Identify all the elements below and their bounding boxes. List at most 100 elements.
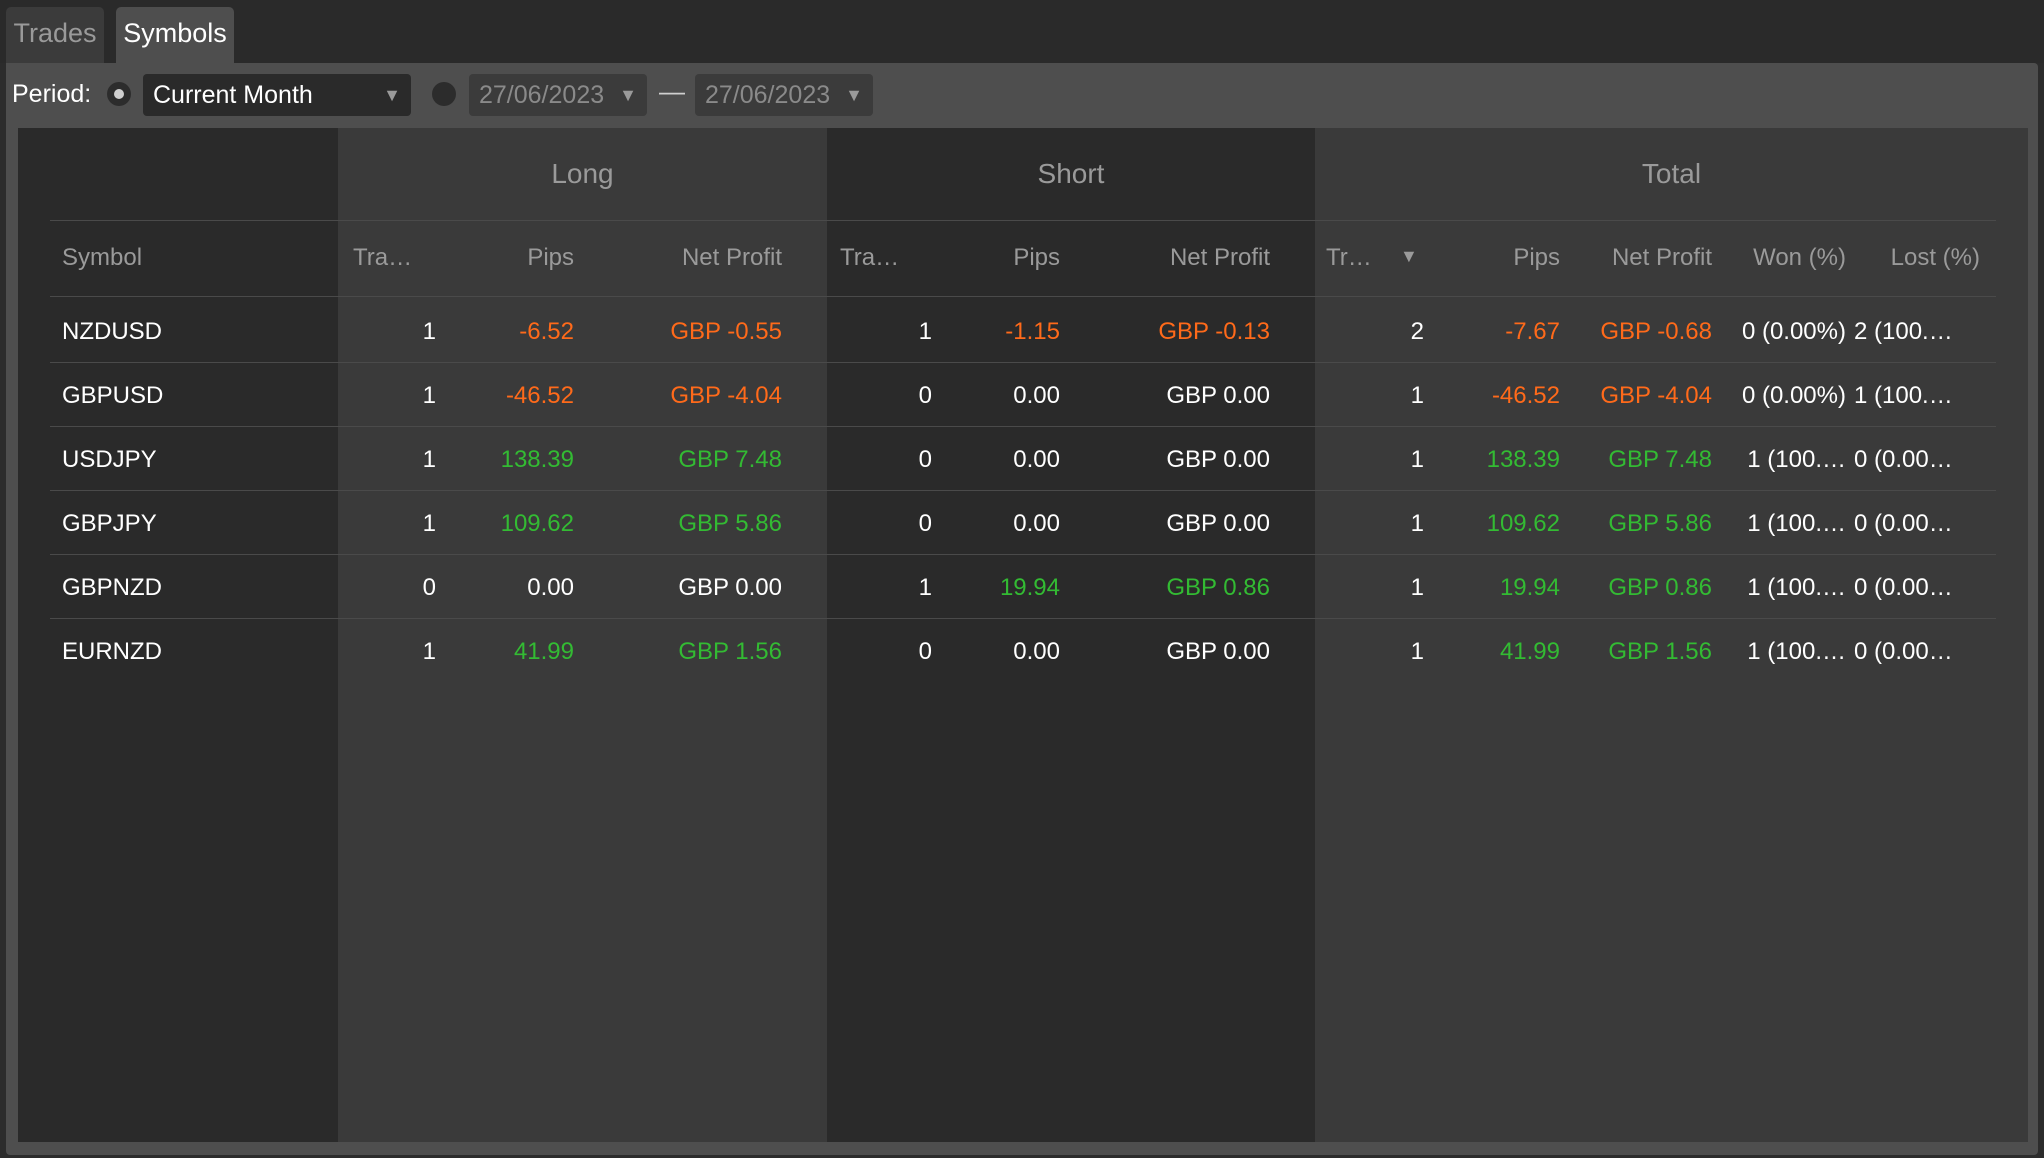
cell-short-trades: 0 (918, 446, 932, 473)
symbols-table: Long Short Total Symbol Tra… Pips Net Pr… (18, 128, 2028, 1142)
cell-total-trades: 1 (1410, 446, 1424, 473)
cell-long-trades: 1 (422, 318, 436, 345)
period-select[interactable]: Current Month ▼ (143, 74, 411, 116)
cell-long-net: GBP 1.56 (678, 638, 782, 665)
sort-descending-icon[interactable]: ▼ (1400, 246, 1418, 266)
col-header-short-trades[interactable]: Tra… (840, 244, 900, 271)
cell-long-net: GBP -4.04 (670, 382, 782, 409)
cell-total-pips: 138.39 (1486, 446, 1560, 473)
period-preset-radio[interactable] (107, 82, 131, 106)
date-from-value: 27/06/2023 (479, 81, 605, 109)
cell-total-trades: 1 (1410, 574, 1424, 601)
tab-symbols[interactable]: Symbols (116, 7, 234, 63)
tab-bar: Trades Symbols (0, 0, 2044, 63)
cell-long-trades: 1 (422, 638, 436, 665)
cell-short-trades: 1 (918, 574, 932, 601)
cell-long-net: GBP 0.00 (678, 574, 782, 601)
tab-trades[interactable]: Trades (6, 7, 104, 63)
cell-long-net: GBP -0.55 (670, 318, 782, 345)
cell-long-pips: 0.00 (527, 574, 574, 601)
col-header-lost[interactable]: Lost (%) (1890, 244, 1980, 271)
cell-long-trades: 1 (422, 446, 436, 473)
col-header-short-net[interactable]: Net Profit (1169, 244, 1270, 271)
cell-short-pips: 0.00 (1013, 638, 1060, 665)
cell-total-net: GBP 1.56 (1608, 638, 1712, 665)
cell-short-pips: 0.00 (1013, 510, 1060, 537)
cell-long-trades: 1 (422, 510, 436, 537)
radio-selected-dot-icon (114, 89, 124, 99)
cell-long-pips: -46.52 (505, 382, 574, 409)
short-column-band (827, 128, 1315, 1142)
cell-short-trades: 0 (918, 382, 932, 409)
row-divider (50, 554, 1996, 555)
period-select-value: Current Month (153, 81, 313, 109)
cell-short-net: GBP 0.86 (1166, 574, 1270, 601)
period-label: Period: (12, 80, 92, 108)
col-header-total-pips[interactable]: Pips (1513, 244, 1560, 271)
cell-won: 1 (100.… (1747, 638, 1846, 665)
cell-short-net: GBP 0.00 (1166, 446, 1270, 473)
cell-short-pips: 0.00 (1013, 446, 1060, 473)
col-header-long-trades[interactable]: Tra… (353, 244, 413, 271)
cell-long-net: GBP 5.86 (678, 510, 782, 537)
group-header-divider (50, 220, 1996, 221)
group-header-total: Total (1641, 158, 1702, 189)
cell-long-pips: 109.62 (500, 510, 574, 537)
cell-short-net: GBP -0.13 (1158, 318, 1270, 345)
column-header-divider (50, 296, 1996, 297)
cell-short-trades: 0 (918, 638, 932, 665)
cell-symbol: GBPNZD (62, 574, 163, 601)
date-range-separator: — (659, 76, 685, 106)
cell-won: 1 (100.… (1747, 446, 1846, 473)
group-header-short: Short (1037, 158, 1105, 189)
col-header-symbol[interactable]: Symbol (62, 244, 143, 271)
cell-short-trades: 0 (918, 510, 932, 537)
cell-won: 1 (100.… (1747, 574, 1846, 601)
col-header-total-trades[interactable]: Tr… (1326, 244, 1372, 271)
date-to-picker[interactable]: 27/06/2023 ▼ (695, 74, 873, 116)
total-column-band (1315, 128, 2028, 1142)
cell-lost: 2 (100.… (1854, 318, 1953, 345)
cell-total-trades: 2 (1410, 318, 1424, 345)
col-header-short-pips[interactable]: Pips (1013, 244, 1060, 271)
row-divider (50, 618, 1996, 619)
cell-long-pips: -6.52 (519, 318, 574, 345)
long-column-band (338, 128, 827, 1142)
cell-short-net: GBP 0.00 (1166, 510, 1270, 537)
cell-short-pips: 0.00 (1013, 382, 1060, 409)
custom-range-radio[interactable] (432, 82, 456, 106)
cell-total-pips: -7.67 (1505, 318, 1560, 345)
cell-lost: 0 (0.00… (1854, 446, 1953, 473)
cell-long-trades: 1 (422, 382, 436, 409)
cell-total-trades: 1 (1410, 638, 1424, 665)
row-divider (50, 362, 1996, 363)
cell-lost: 0 (0.00… (1854, 638, 1953, 665)
date-from-picker[interactable]: 27/06/2023 ▼ (469, 74, 647, 116)
col-header-long-pips[interactable]: Pips (527, 244, 574, 271)
col-header-total-net[interactable]: Net Profit (1611, 244, 1712, 271)
row-divider (50, 426, 1996, 427)
row-divider (50, 490, 1996, 491)
cell-short-pips: -1.15 (1005, 318, 1060, 345)
cell-short-pips: 19.94 (999, 574, 1060, 601)
cell-lost: 0 (0.00… (1854, 510, 1953, 537)
cell-lost: 0 (0.00… (1854, 574, 1953, 601)
cell-total-net: GBP 5.86 (1608, 510, 1712, 537)
cell-short-trades: 1 (918, 318, 932, 345)
date-to-value: 27/06/2023 (705, 81, 831, 109)
group-header-long: Long (551, 158, 614, 189)
cell-total-net: GBP -4.04 (1600, 382, 1712, 409)
cell-symbol: EURNZD (62, 638, 162, 665)
cell-symbol: GBPJPY (62, 510, 157, 537)
cell-lost: 1 (100.… (1854, 382, 1953, 409)
cell-total-pips: 41.99 (1499, 638, 1560, 665)
col-header-won[interactable]: Won (%) (1753, 244, 1846, 271)
cell-total-trades: 1 (1410, 510, 1424, 537)
cell-total-pips: 19.94 (1499, 574, 1560, 601)
cell-won: 0 (0.00%) (1741, 318, 1846, 345)
cell-total-net: GBP 0.86 (1608, 574, 1712, 601)
cell-long-pips: 138.39 (500, 446, 574, 473)
col-header-long-net[interactable]: Net Profit (681, 244, 782, 271)
chevron-down-icon: ▼ (383, 85, 401, 105)
chevron-down-icon: ▼ (619, 85, 637, 105)
